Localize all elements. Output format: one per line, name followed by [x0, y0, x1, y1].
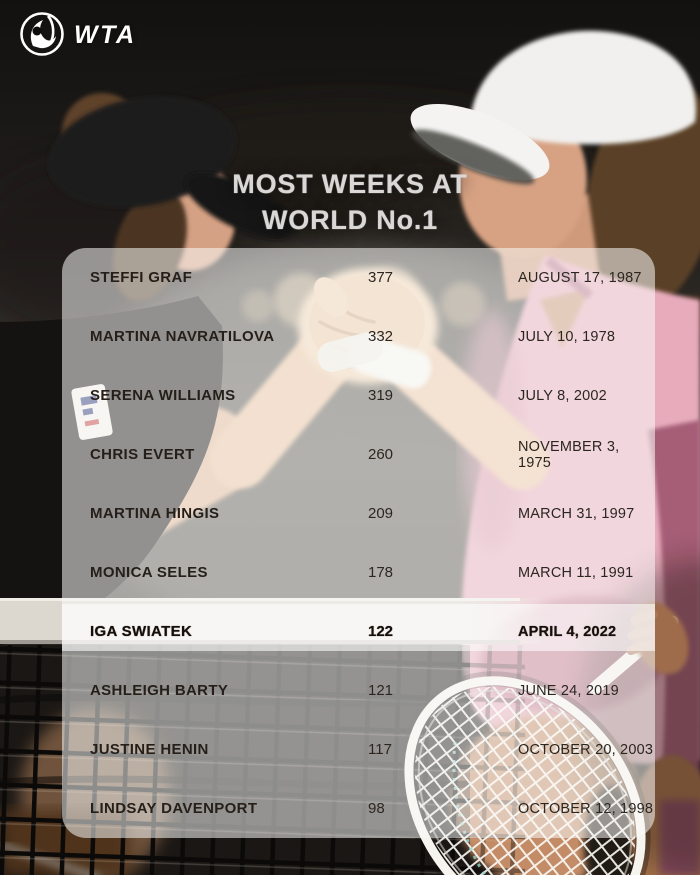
player-name: STEFFI GRAF — [90, 269, 193, 286]
title-line-1: MOST WEEKS AT — [232, 169, 468, 199]
table-row: LINDSAY DAVENPORT 98 OCTOBER 12, 1998 — [62, 779, 655, 838]
player-name: ASHLEIGH BARTY — [90, 682, 229, 699]
infographic-title: MOST WEEKS AT WORLD No.1 — [0, 166, 700, 238]
player-name: SERENA WILLIAMS — [90, 387, 236, 404]
wta-logo: WTA — [19, 11, 137, 57]
weeks-value: 332 — [368, 328, 394, 345]
table-row: MONICA SELES 178 MARCH 11, 1991 — [62, 543, 655, 602]
player-name: JUSTINE HENIN — [90, 741, 209, 758]
table-row: CHRIS EVERT 260 NOVEMBER 3, 1975 — [62, 425, 655, 484]
wta-emblem-icon — [20, 12, 64, 56]
weeks-value: 121 — [368, 682, 394, 699]
stats-rows: STEFFI GRAF 377 AUGUST 17, 1987 MARTINA … — [62, 248, 655, 838]
date-value: JULY 8, 2002 — [518, 387, 607, 404]
date-value: JUNE 24, 2019 — [518, 682, 619, 699]
table-row: MARTINA HINGIS 209 MARCH 31, 1997 — [62, 484, 655, 543]
table-row: JUSTINE HENIN 117 OCTOBER 20, 2003 — [62, 720, 655, 779]
date-value: APRIL 4, 2022 — [518, 623, 617, 640]
weeks-value: 98 — [368, 800, 385, 817]
table-row: STEFFI GRAF 377 AUGUST 17, 1987 — [62, 248, 655, 307]
weeks-value: 209 — [368, 505, 394, 522]
player-name: CHRIS EVERT — [90, 446, 195, 463]
stats-panel: STEFFI GRAF 377 AUGUST 17, 1987 MARTINA … — [62, 248, 655, 838]
weeks-value: 178 — [368, 564, 394, 581]
wta-wordmark: WTA — [74, 20, 137, 49]
highlight-band — [62, 604, 655, 651]
weeks-value: 377 — [368, 269, 394, 286]
table-row: ASHLEIGH BARTY 121 JUNE 24, 2019 — [62, 661, 655, 720]
player-name: MARTINA HINGIS — [90, 505, 220, 522]
date-value: JULY 10, 1978 — [518, 328, 616, 345]
player-name: IGA SWIATEK — [90, 623, 193, 640]
table-row-highlighted: IGA SWIATEK 122 APRIL 4, 2022 — [62, 602, 655, 661]
weeks-value: 319 — [368, 387, 394, 404]
weeks-value: 122 — [368, 623, 394, 640]
table-row: MARTINA NAVRATILOVA 332 JULY 10, 1978 — [62, 307, 655, 366]
date-value: OCTOBER 20, 2003 — [518, 741, 654, 758]
date-value: MARCH 31, 1997 — [518, 505, 635, 522]
player-name: MARTINA NAVRATILOVA — [90, 328, 275, 345]
weeks-value: 260 — [368, 446, 394, 463]
title-line-2: WORLD No.1 — [262, 205, 438, 235]
player-name: MONICA SELES — [90, 564, 208, 581]
table-row: SERENA WILLIAMS 319 JULY 8, 2002 — [62, 366, 655, 425]
date-value: OCTOBER 12, 1998 — [518, 800, 654, 817]
date-value: NOVEMBER 3, 1975 — [518, 438, 620, 471]
date-value: MARCH 11, 1991 — [518, 564, 634, 581]
weeks-value: 117 — [368, 741, 392, 758]
player-name: LINDSAY DAVENPORT — [90, 800, 258, 817]
date-value: AUGUST 17, 1987 — [518, 269, 642, 286]
